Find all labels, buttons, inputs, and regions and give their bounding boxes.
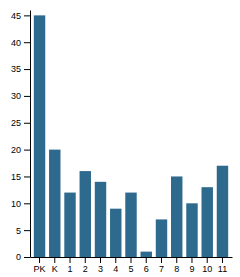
y-tick: 35 <box>11 64 30 74</box>
y-tick-mark <box>24 69 30 70</box>
bar <box>80 171 91 257</box>
x-tick-mark <box>161 257 162 263</box>
y-tick-label: 10 <box>11 199 21 209</box>
x-tick-label: 10 <box>202 264 212 274</box>
bar <box>34 15 45 257</box>
y-tick-label: 20 <box>11 145 21 155</box>
x-tick-label: 9 <box>189 264 194 274</box>
x-tick: 1 <box>68 257 73 274</box>
bars <box>34 15 228 257</box>
bar <box>217 166 228 257</box>
y-tick-label: 30 <box>11 91 21 101</box>
x-tick-label: 8 <box>174 264 179 274</box>
plot: PKK1234567891011051015202530354045 <box>11 11 233 275</box>
x-tick-mark <box>207 257 208 263</box>
x-tick-mark <box>191 257 192 263</box>
x-tick: 9 <box>189 257 194 274</box>
y-tick-label: 35 <box>11 64 21 74</box>
y-tick: 15 <box>11 172 30 182</box>
x-tick-mark <box>115 257 116 263</box>
y-tick: 0 <box>16 252 30 262</box>
y-tick-mark <box>24 230 30 231</box>
x-tick: 5 <box>128 257 133 274</box>
bar <box>141 252 152 257</box>
x-tick: 6 <box>144 257 149 274</box>
y-tick-mark <box>24 176 30 177</box>
x-tick-mark <box>176 257 177 263</box>
x-tick-label: PK <box>34 264 46 274</box>
x-tick-mark <box>146 257 147 263</box>
x-tick-mark <box>85 257 86 263</box>
y-tick-label: 0 <box>16 252 21 262</box>
x-tick-mark <box>100 257 101 263</box>
y-tick-label: 45 <box>11 11 21 21</box>
x-tick-label: 4 <box>113 264 118 274</box>
x-tick-label: 6 <box>144 264 149 274</box>
bar <box>202 187 213 257</box>
x-tick-mark <box>70 257 71 263</box>
x-tick-label: 2 <box>83 264 88 274</box>
y-tick-label: 25 <box>11 118 21 128</box>
y-tick-label: 15 <box>11 172 21 182</box>
bar <box>49 150 60 257</box>
x-tick-label: 7 <box>159 264 164 274</box>
y-tick-mark <box>24 15 30 16</box>
x-tick: 10 <box>202 257 212 274</box>
x-tick-label: 1 <box>68 264 73 274</box>
x-tick-label: 5 <box>128 264 133 274</box>
bar <box>156 219 167 257</box>
x-tick: 7 <box>159 257 164 274</box>
bar <box>64 193 75 257</box>
bar <box>110 209 121 257</box>
bar <box>125 193 136 257</box>
bar <box>186 203 197 257</box>
x-tick-label: K <box>52 264 58 274</box>
x-tick: 8 <box>174 257 179 274</box>
x-tick-mark <box>39 257 40 263</box>
y-tick-mark <box>24 257 30 258</box>
x-tick-mark <box>131 257 132 263</box>
x-tick-label: 11 <box>218 264 227 274</box>
x-tick: 11 <box>218 257 227 274</box>
x-tick: K <box>52 257 58 274</box>
chart: PKK1234567891011051015202530354045 <box>0 0 240 277</box>
y-tick-mark <box>24 96 30 97</box>
y-tick-mark <box>24 203 30 204</box>
y-tick: 25 <box>11 118 30 128</box>
x-tick-mark <box>222 257 223 263</box>
y-tick-label: 40 <box>11 38 21 48</box>
x-tick-label: 3 <box>98 264 103 274</box>
y-tick: 45 <box>11 11 30 21</box>
x-tick-mark <box>54 257 55 263</box>
bar <box>171 176 182 257</box>
y-tick: 30 <box>11 91 30 101</box>
x-tick: PK <box>34 257 46 274</box>
x-axis: PK K12345 6789 10 11 <box>31 257 233 274</box>
y-tick: 20 <box>11 145 30 155</box>
y-tick-mark <box>24 42 30 43</box>
y-tick-label: 5 <box>16 226 21 236</box>
y-tick: 10 <box>11 199 30 209</box>
bar <box>95 182 106 257</box>
y-tick: 40 <box>11 38 30 48</box>
y-tick-mark <box>24 150 30 151</box>
y-tick-mark <box>24 123 30 124</box>
x-tick: 4 <box>113 257 118 274</box>
x-tick: 2 <box>83 257 88 274</box>
x-tick: 3 <box>98 257 103 274</box>
y-axis-line <box>30 11 31 258</box>
y-tick: 5 <box>16 226 30 236</box>
y-axis: 0 5 10 15 20 25 30 35 40 45 <box>11 11 31 263</box>
